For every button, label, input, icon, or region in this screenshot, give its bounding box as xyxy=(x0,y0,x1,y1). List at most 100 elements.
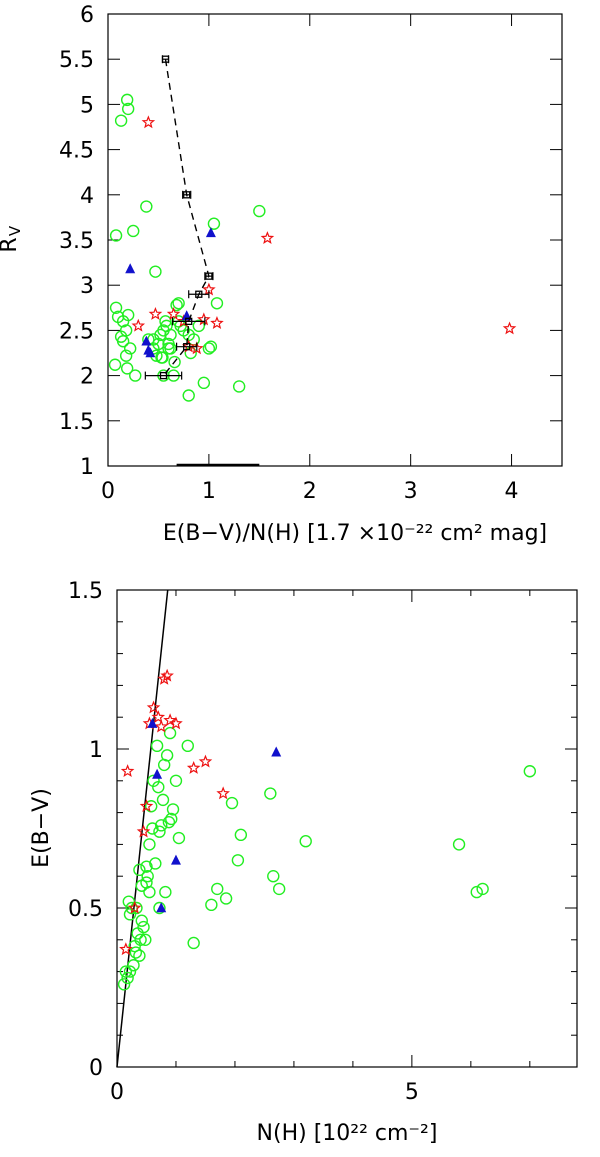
circle-point xyxy=(182,389,195,402)
chart-bottom: 0 5 0 0.5 1 1.5 N(H) [10²² cm⁻²] E(B−V) xyxy=(29,579,578,1146)
circle-point xyxy=(120,362,134,375)
circle-point xyxy=(146,822,159,835)
square-point xyxy=(183,343,191,351)
series-blue-triangles xyxy=(147,717,282,913)
circle-point xyxy=(225,796,239,810)
circle-point xyxy=(153,901,166,915)
x-tick-label: 5 xyxy=(405,1080,419,1105)
y-tick-label: 3 xyxy=(80,274,94,299)
series-red-stars xyxy=(119,668,230,956)
star-point xyxy=(216,786,230,800)
y-tick-label: 3.5 xyxy=(59,229,94,254)
star-point xyxy=(157,671,171,685)
circle-point xyxy=(163,726,177,740)
star-point xyxy=(160,668,174,682)
circle-point xyxy=(160,749,174,762)
circle-point xyxy=(131,927,144,940)
square-point xyxy=(205,272,213,280)
circle-point xyxy=(164,328,177,342)
circle-point xyxy=(172,297,185,310)
triangle-point xyxy=(181,310,192,321)
circle-point xyxy=(470,885,483,899)
triangle-point xyxy=(271,746,282,757)
y-axis-label-subscript: V xyxy=(6,225,24,236)
circle-point xyxy=(204,340,218,353)
circle-point xyxy=(149,265,162,278)
star-point xyxy=(141,115,156,129)
circle-point xyxy=(267,870,280,883)
square-point xyxy=(185,317,193,326)
circle-point xyxy=(143,885,156,899)
circle-point xyxy=(109,229,123,242)
star-point xyxy=(260,231,275,244)
y-tick-label: 4 xyxy=(80,184,94,209)
circle-point xyxy=(109,301,123,314)
circle-point xyxy=(192,319,206,333)
star-point xyxy=(119,942,133,956)
circle-point xyxy=(108,358,122,371)
circle-point xyxy=(152,780,165,794)
circle-point xyxy=(123,342,137,355)
x-tick-label: 3 xyxy=(404,479,418,504)
circle-point xyxy=(143,838,156,851)
star-point xyxy=(186,760,201,774)
star-point xyxy=(197,312,211,326)
star-point xyxy=(169,716,183,730)
triangle-point xyxy=(125,263,136,274)
circle-point xyxy=(166,803,180,816)
circle-point xyxy=(156,351,169,364)
star-point xyxy=(127,900,142,914)
y-tick-label: 4.5 xyxy=(59,139,94,164)
triangle-point xyxy=(205,227,216,238)
y-axis-label: E(B−V) xyxy=(29,788,54,868)
series-green-circles xyxy=(108,93,266,402)
circle-point xyxy=(135,914,148,927)
square-point xyxy=(159,371,168,380)
plot-frame xyxy=(107,13,563,467)
circle-point xyxy=(253,204,266,218)
circle-point xyxy=(127,224,140,238)
x-tick-label: 4 xyxy=(505,479,519,504)
star-point xyxy=(166,307,181,320)
circle-point xyxy=(232,380,246,393)
star-point xyxy=(146,700,161,714)
y-tick-label: 0 xyxy=(89,1056,103,1081)
circle-point xyxy=(219,892,233,905)
y-tick-label: 5.5 xyxy=(59,48,94,73)
circle-point xyxy=(140,200,153,213)
circle-point xyxy=(210,297,224,310)
triangle-point xyxy=(170,854,181,865)
triangle-point xyxy=(156,902,167,913)
circle-point xyxy=(159,885,172,899)
circle-point xyxy=(149,857,162,870)
circle-point xyxy=(129,946,143,959)
circle-point xyxy=(272,882,286,896)
star-point xyxy=(198,754,213,768)
star-point xyxy=(148,307,163,320)
square-point xyxy=(195,290,203,298)
circle-point xyxy=(159,315,172,328)
circle-point xyxy=(170,298,183,312)
circle-point xyxy=(147,774,160,787)
x-tick-label: 0 xyxy=(101,479,115,504)
circle-point xyxy=(123,965,137,978)
circle-point xyxy=(264,787,277,800)
circle-point xyxy=(523,765,537,778)
triangle-point xyxy=(141,335,152,346)
circle-point xyxy=(156,793,170,807)
circle-point xyxy=(140,860,153,873)
y-tick-label: 1.5 xyxy=(59,410,94,435)
y-axis-label: R xyxy=(0,237,22,252)
circle-point xyxy=(168,355,181,369)
circle-point xyxy=(155,819,168,832)
square-point xyxy=(183,191,191,199)
triangle-point xyxy=(145,347,156,358)
circle-point xyxy=(181,739,194,753)
series-blue-triangles xyxy=(125,227,216,358)
star-point xyxy=(139,799,154,813)
circle-point xyxy=(119,965,133,978)
circle-point xyxy=(476,882,489,896)
y-tick-label: 2 xyxy=(80,365,94,390)
circle-point xyxy=(207,217,221,230)
